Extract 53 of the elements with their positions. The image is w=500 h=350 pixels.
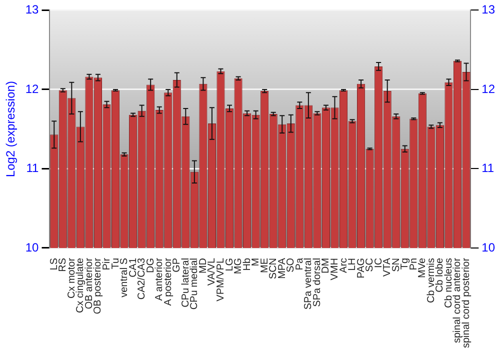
- x-tick-label: SCN: [268, 258, 280, 280]
- x-tick-label: Hb: [242, 258, 253, 271]
- x-tick-label: SN: [390, 258, 402, 272]
- y2-tick-label: 11: [482, 161, 494, 176]
- x-tick-label: CPu lateral: [180, 258, 192, 308]
- y-tick-label: 10: [25, 240, 40, 254]
- x-tick-label: VTA: [382, 258, 394, 277]
- x-tick-label: GP: [172, 258, 183, 272]
- x-tick-label: Pir: [101, 257, 112, 270]
- x-tick-label: spinal cord anterior: [452, 257, 464, 344]
- x-tick-label: Cb nucleus: [443, 258, 454, 308]
- x-tick-label: IC: [373, 258, 384, 268]
- x-tick-label: LS: [48, 258, 60, 270]
- x-tick-label: M: [250, 258, 262, 266]
- x-tick-label: Pa: [294, 258, 306, 270]
- x-tick-label: VMH: [329, 258, 340, 280]
- x-tick-label: Cx cingulate: [75, 258, 86, 313]
- x-tick-label: CPu medial: [189, 258, 200, 310]
- x-tick-label: SPa dorsal: [312, 258, 323, 307]
- x-tick-label: Pn: [408, 258, 420, 270]
- x-tick-label: Cb lobe: [434, 258, 446, 292]
- x-tick-label: LG: [224, 258, 236, 272]
- x-tick-label: OB posterior: [92, 257, 104, 314]
- x-tick-label: Cx motor: [66, 257, 78, 299]
- x-tick-label: Tg: [400, 258, 411, 270]
- y-tick-label: 11: [26, 161, 40, 176]
- y2-tick-label: 10: [482, 240, 496, 254]
- x-tick-label: CA1: [128, 258, 139, 278]
- y-tick-label: 13: [25, 2, 40, 17]
- x-tick-label: DM: [320, 258, 332, 274]
- x-tick-label: ventral S: [119, 258, 130, 298]
- y2-tick-label: 13: [482, 2, 496, 17]
- x-tick-label: Arc: [338, 258, 350, 273]
- x-tick-label: CA2/CA3: [136, 258, 148, 300]
- x-tick-label: Cb vermis: [426, 258, 437, 303]
- x-tick-label: DG: [145, 258, 156, 273]
- x-tick-label: OB anterior: [84, 257, 95, 310]
- x-tick-label: RS: [58, 258, 69, 272]
- x-tick-label: spinal cord posterior: [461, 257, 472, 348]
- x-tick-label: SO: [286, 258, 297, 272]
- x-tick-label: PAG: [356, 258, 367, 278]
- x-tick-label: LH: [347, 258, 358, 271]
- y-tick-label: 12: [25, 82, 40, 96]
- x-tick-label: Tu: [110, 258, 122, 270]
- y-axis-title: Log2 (expression): [4, 81, 18, 178]
- x-tick-label: A anterior: [154, 257, 166, 301]
- x-tick-label: ME: [259, 258, 270, 273]
- x-tick-label: MVe: [417, 258, 428, 278]
- x-tick-label: VPM/VPL: [215, 258, 226, 302]
- x-tick-label: SC: [364, 258, 376, 272]
- x-tick-label: A posterior: [162, 257, 174, 306]
- y2-tick-label: 12: [482, 82, 496, 96]
- x-tick-label: MPA: [276, 258, 288, 279]
